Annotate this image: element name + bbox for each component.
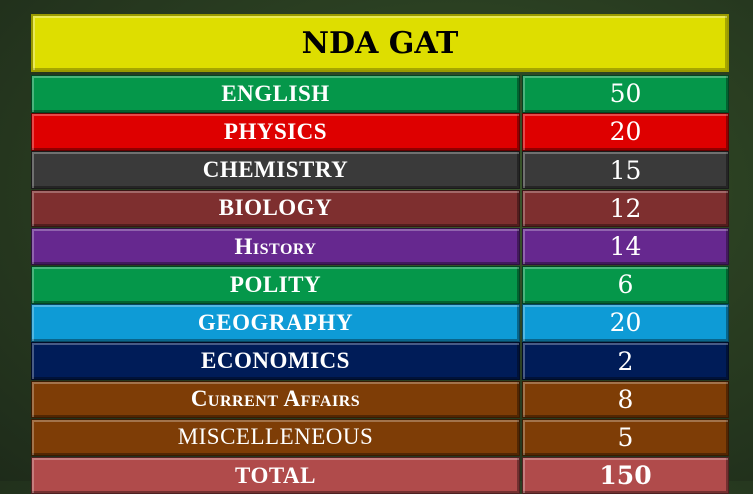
marks-cell: 20: [522, 304, 729, 342]
table-row: ENGLISH 50: [31, 75, 729, 113]
table-row: GEOGRAPHY 20: [31, 304, 729, 342]
marks-cell: 2: [522, 342, 729, 380]
table-row: ECONOMICS 2: [31, 342, 729, 380]
subject-cell: CHEMISTRY: [31, 151, 520, 189]
table-row-total: TOTAL 150: [31, 456, 729, 494]
subject-cell: GEOGRAPHY: [31, 304, 520, 342]
subject-cell: History: [31, 227, 520, 266]
marks-cell: 6: [522, 265, 729, 304]
table-row: History 14: [31, 227, 729, 266]
subject-cell: Current Affairs: [31, 380, 520, 419]
marks-cell: 8: [522, 380, 729, 419]
total-label-cell: TOTAL: [31, 456, 520, 494]
marks-cell: 15: [522, 151, 729, 189]
total-marks-cell: 150: [522, 456, 729, 494]
table-row: Current Affairs 8: [31, 380, 729, 419]
table-row: CHEMISTRY 15: [31, 151, 729, 189]
table-row: POLITY 6: [31, 265, 729, 304]
marks-cell: 12: [522, 189, 729, 228]
nda-gat-table: NDA GAT ENGLISH 50 PHYSICS 20 CHEMISTRY …: [31, 14, 729, 494]
table-row: PHYSICS 20: [31, 113, 729, 151]
marks-cell: 50: [522, 75, 729, 113]
table-title: NDA GAT: [31, 14, 729, 72]
subject-cell: BIOLOGY: [31, 189, 520, 228]
table-row: BIOLOGY 12: [31, 189, 729, 228]
subject-cell: ECONOMICS: [31, 342, 520, 380]
marks-cell: 20: [522, 113, 729, 151]
marks-cell: 5: [522, 418, 729, 457]
subject-cell: MISCELLENEOUS: [31, 418, 520, 457]
subject-cell: PHYSICS: [31, 113, 520, 151]
table-row: MISCELLENEOUS 5: [31, 418, 729, 457]
subject-cell: POLITY: [31, 265, 520, 304]
marks-cell: 14: [522, 227, 729, 266]
subject-cell: ENGLISH: [31, 75, 520, 113]
